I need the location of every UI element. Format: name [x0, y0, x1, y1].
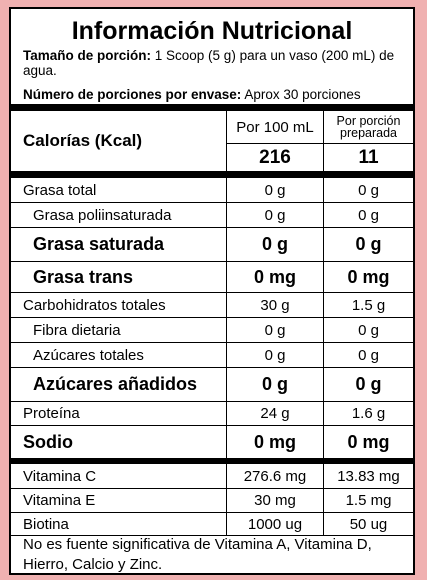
- vitamin-biotin-col1: 1000 ug: [247, 515, 303, 533]
- row-divider: [11, 317, 413, 318]
- thick-divider-calories: [11, 171, 413, 178]
- col-divider-header-2: [323, 111, 324, 171]
- footer-note: No es fuente significativa de Vitamina A…: [23, 536, 372, 573]
- vitamin-e-col1: 30 mg: [254, 492, 296, 509]
- nutrient-name-carbohydrates: Carbohidratos totales: [23, 296, 166, 314]
- nutrient-name-saturated-fat: Grasa saturada: [33, 234, 165, 254]
- nutrient-total-fat-col2: 0 g: [358, 181, 379, 199]
- vitamin-c-col1: 276.6 mg: [243, 467, 307, 485]
- col2-header-line2: preparada: [340, 126, 397, 140]
- nutrient-total-sugars-col1: 0 g: [264, 346, 286, 364]
- thick-divider-vitamins: [11, 458, 413, 464]
- nutrient-sodium-col2: 0 mg: [347, 431, 390, 452]
- vitamin-c-col2: 13.83 mg: [337, 467, 400, 485]
- servings-per-container: Número de porciones por envase: Aprox 30…: [23, 87, 408, 102]
- nutrient-name-total-fat: Grasa total: [23, 181, 97, 199]
- col-divider-body-2: [323, 178, 324, 458]
- nutrition-label: Información Nutricional Tamaño de porció…: [9, 7, 415, 575]
- nutrient-total-sugars-col2: 0 g: [358, 346, 379, 364]
- row-divider: [11, 261, 413, 262]
- vitamin-name-e: Vitamina E: [23, 492, 96, 509]
- nutrient-fiber-col1: 0 g: [264, 321, 286, 339]
- nutrient-total-fat-col1: 0 g: [264, 181, 286, 199]
- nutrient-trans-fat-col2: 0 mg: [347, 266, 390, 287]
- nutrient-polyunsaturated-col1: 0 g: [264, 206, 286, 224]
- nutrient-fiber-col2: 0 g: [358, 321, 379, 339]
- nutrient-protein-col2: 1.6 g: [351, 405, 386, 422]
- nutrient-saturated-fat-col2: 0 g: [355, 234, 382, 254]
- row-divider: [11, 292, 413, 293]
- nutrient-name-added-sugars: Azúcares añadidos: [33, 374, 198, 394]
- row-divider: [11, 202, 413, 203]
- col-divider-header: [226, 111, 227, 171]
- row-divider: [11, 488, 413, 489]
- nutrient-added-sugars-col1: 0 g: [261, 374, 288, 394]
- serving-size: Tamaño de porción: 1 Scoop (5 g) para un…: [23, 48, 408, 78]
- nutrient-saturated-fat-col1: 0 g: [261, 234, 288, 254]
- row-divider: [11, 227, 413, 228]
- nutrient-name-polyunsaturated: Grasa poliinsaturada: [33, 206, 172, 224]
- vitamin-name-biotin: Biotina: [23, 515, 69, 533]
- vitamin-biotin-col2: 50 ug: [349, 515, 388, 533]
- col2-header-line1: Por porción: [336, 114, 401, 128]
- vitamin-name-c: Vitamina C: [23, 467, 97, 485]
- col-divider-vitamins-2: [323, 464, 324, 535]
- nutrient-name-total-sugars: Azúcares totales: [33, 346, 144, 364]
- calories-col2: 11: [358, 146, 379, 168]
- row-divider: [11, 535, 413, 536]
- row-divider: [11, 367, 413, 368]
- col2-header: Por porción preparada: [324, 111, 413, 143]
- calories-label: Calorías (Kcal): [23, 131, 143, 150]
- calories-col1: 216: [259, 146, 291, 168]
- label-title: Información Nutricional: [71, 17, 353, 45]
- serving-size-label: Tamaño de porción:: [23, 48, 152, 63]
- col-divider-vitamins: [226, 464, 227, 535]
- header-subdivider: [226, 143, 413, 144]
- nutrient-sodium-col1: 0 mg: [253, 431, 296, 452]
- row-divider: [11, 512, 413, 513]
- row-divider: [11, 342, 413, 343]
- nutrient-name-trans-fat: Grasa trans: [33, 266, 134, 287]
- nutrient-name-fiber: Fibra dietaria: [33, 321, 121, 339]
- row-divider: [11, 401, 413, 402]
- nutrient-name-sodium: Sodio: [23, 431, 73, 452]
- servings-value: Aprox 30 porciones: [241, 87, 361, 102]
- col-divider-body: [226, 178, 227, 458]
- nutrient-trans-fat-col1: 0 mg: [253, 266, 296, 287]
- nutrient-carbohydrates-col2: 1.5 g: [351, 296, 386, 314]
- row-divider: [11, 425, 413, 426]
- vitamin-e-col2: 1.5 mg: [345, 492, 392, 509]
- nutrient-protein-col1: 24 g: [260, 405, 290, 422]
- thick-divider-top: [11, 104, 413, 111]
- nutrient-polyunsaturated-col2: 0 g: [358, 206, 379, 224]
- col1-header: Por 100 mL: [236, 118, 314, 136]
- nutrient-added-sugars-col2: 0 g: [355, 374, 382, 394]
- nutrient-name-protein: Proteína: [23, 405, 80, 422]
- servings-label: Número de porciones por envase:: [23, 87, 242, 102]
- serving-size-value: 1 Scoop (5 g) para un vaso (200 mL) de a…: [23, 48, 395, 78]
- nutrient-carbohydrates-col1: 30 g: [260, 296, 290, 314]
